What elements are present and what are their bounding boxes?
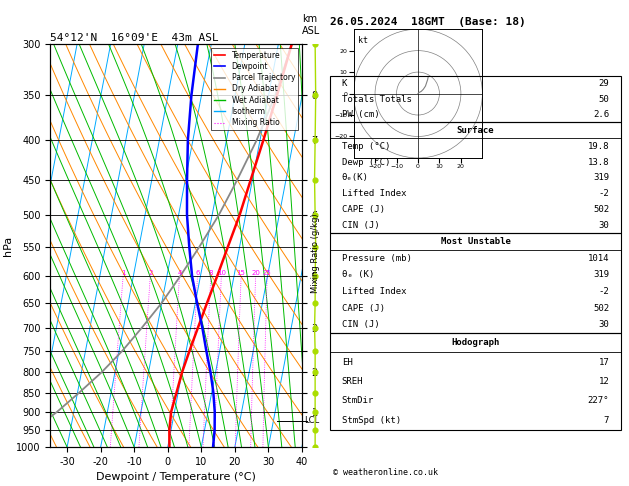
Text: 502: 502 [593, 205, 610, 214]
Point [310, 408, 320, 416]
Text: 227°: 227° [587, 397, 610, 405]
Point [310, 347, 320, 355]
Point [310, 324, 320, 331]
Text: StmDir: StmDir [342, 397, 374, 405]
Text: Temp (°C): Temp (°C) [342, 142, 390, 151]
Text: km
ASL: km ASL [302, 14, 320, 35]
Text: CAPE (J): CAPE (J) [342, 303, 385, 312]
Text: Totals Totals: Totals Totals [342, 95, 412, 104]
Text: 26.05.2024  18GMT  (Base: 18): 26.05.2024 18GMT (Base: 18) [330, 17, 526, 27]
Text: 29: 29 [598, 80, 610, 88]
Text: Surface: Surface [457, 126, 494, 135]
Text: 8: 8 [209, 270, 213, 276]
Text: © weatheronline.co.uk: © weatheronline.co.uk [333, 468, 438, 477]
Point [310, 136, 320, 144]
Text: 1014: 1014 [587, 254, 610, 263]
Text: 319: 319 [593, 174, 610, 182]
Text: 7: 7 [604, 416, 610, 425]
Point [310, 389, 320, 397]
Text: 30: 30 [598, 221, 610, 230]
Point [310, 211, 320, 219]
Point [310, 91, 320, 99]
Legend: Temperature, Dewpoint, Parcel Trajectory, Dry Adiabat, Wet Adiabat, Isotherm, Mi: Temperature, Dewpoint, Parcel Trajectory… [211, 48, 298, 130]
Point [310, 299, 320, 307]
Text: 502: 502 [593, 303, 610, 312]
Text: 4: 4 [177, 270, 182, 276]
Text: PW (cm): PW (cm) [342, 110, 379, 119]
Text: 15: 15 [237, 270, 245, 276]
Text: Dewp (°C): Dewp (°C) [342, 157, 390, 167]
Text: 20: 20 [251, 270, 260, 276]
Text: 25: 25 [263, 270, 272, 276]
Text: EH: EH [342, 358, 353, 366]
Text: 2: 2 [148, 270, 152, 276]
Text: 50: 50 [598, 95, 610, 104]
Text: 1: 1 [121, 270, 125, 276]
Text: Hodograph: Hodograph [452, 338, 499, 347]
Text: 319: 319 [593, 270, 610, 279]
Text: 30: 30 [598, 320, 610, 329]
Point [310, 443, 320, 451]
Text: CIN (J): CIN (J) [342, 320, 379, 329]
Point [310, 426, 320, 434]
Point [310, 176, 320, 184]
Y-axis label: hPa: hPa [3, 235, 13, 256]
X-axis label: Dewpoint / Temperature (°C): Dewpoint / Temperature (°C) [96, 472, 256, 483]
Text: Lifted Index: Lifted Index [342, 287, 406, 296]
Text: 17: 17 [598, 358, 610, 366]
Text: 2.6: 2.6 [593, 110, 610, 119]
Text: kt: kt [358, 35, 368, 45]
Text: θₑ (K): θₑ (K) [342, 270, 374, 279]
Text: StmSpd (kt): StmSpd (kt) [342, 416, 401, 425]
Text: SREH: SREH [342, 377, 364, 386]
Text: -2: -2 [598, 287, 610, 296]
Text: LCL: LCL [304, 417, 320, 426]
Text: 12: 12 [598, 377, 610, 386]
Point [310, 40, 320, 48]
Text: K: K [342, 80, 347, 88]
Text: 10: 10 [217, 270, 226, 276]
Text: 13.8: 13.8 [587, 157, 610, 167]
Text: Pressure (mb): Pressure (mb) [342, 254, 412, 263]
Text: θₑ(K): θₑ(K) [342, 174, 369, 182]
Text: CIN (J): CIN (J) [342, 221, 379, 230]
Text: 6: 6 [195, 270, 200, 276]
Text: Most Unstable: Most Unstable [440, 237, 511, 246]
Point [310, 368, 320, 376]
Text: Mixing Ratio (g/kg): Mixing Ratio (g/kg) [311, 213, 320, 293]
Text: 54°12'N  16°09'E  43m ASL: 54°12'N 16°09'E 43m ASL [50, 33, 219, 43]
Point [310, 272, 320, 280]
Text: -2: -2 [598, 189, 610, 198]
Text: 19.8: 19.8 [587, 142, 610, 151]
Text: CAPE (J): CAPE (J) [342, 205, 385, 214]
Text: Lifted Index: Lifted Index [342, 189, 406, 198]
Point [310, 243, 320, 251]
